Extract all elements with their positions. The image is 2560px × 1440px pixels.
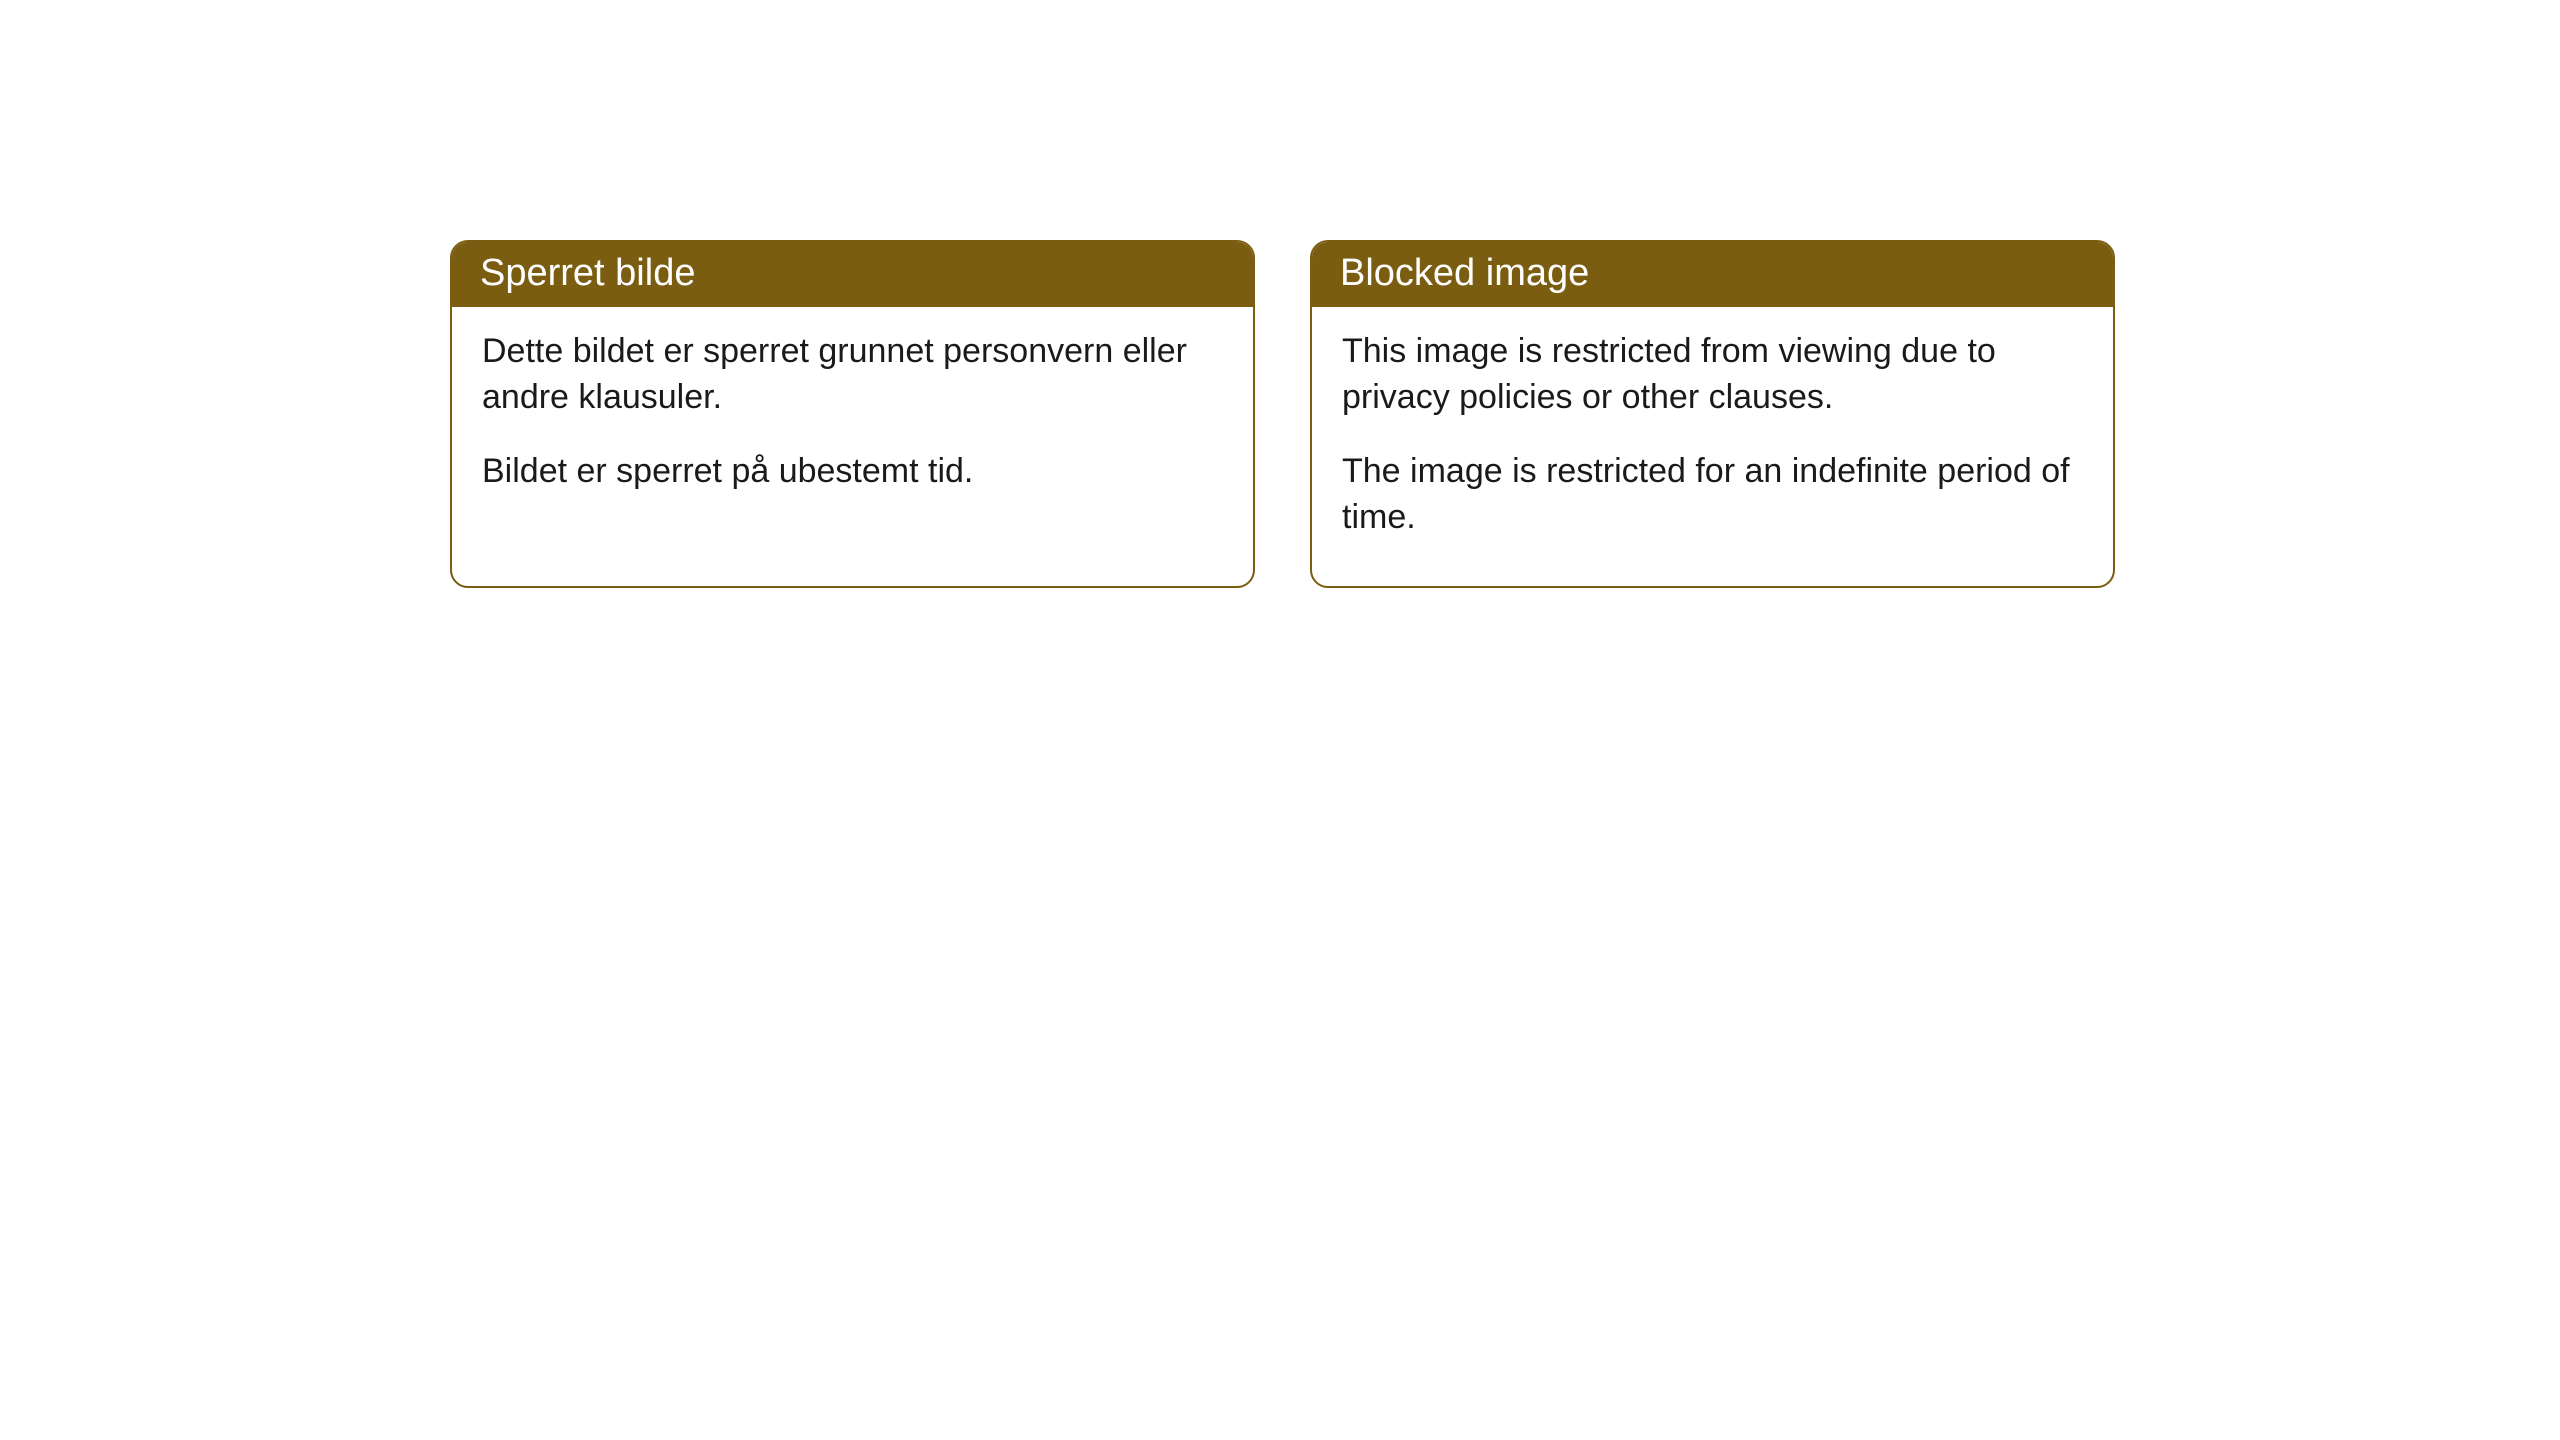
- blocked-image-card-no: Sperret bilde Dette bildet er sperret gr…: [450, 240, 1255, 588]
- card-header-no: Sperret bilde: [452, 242, 1253, 307]
- card-text-no-1: Dette bildet er sperret grunnet personve…: [482, 329, 1223, 421]
- blocked-image-card-en: Blocked image This image is restricted f…: [1310, 240, 2115, 588]
- notice-cards-container: Sperret bilde Dette bildet er sperret gr…: [0, 0, 2560, 588]
- card-text-en-2: The image is restricted for an indefinit…: [1342, 449, 2083, 541]
- card-body-en: This image is restricted from viewing du…: [1312, 307, 2113, 586]
- card-body-no: Dette bildet er sperret grunnet personve…: [452, 307, 1253, 540]
- card-text-en-1: This image is restricted from viewing du…: [1342, 329, 2083, 421]
- card-text-no-2: Bildet er sperret på ubestemt tid.: [482, 449, 1223, 495]
- card-header-en: Blocked image: [1312, 242, 2113, 307]
